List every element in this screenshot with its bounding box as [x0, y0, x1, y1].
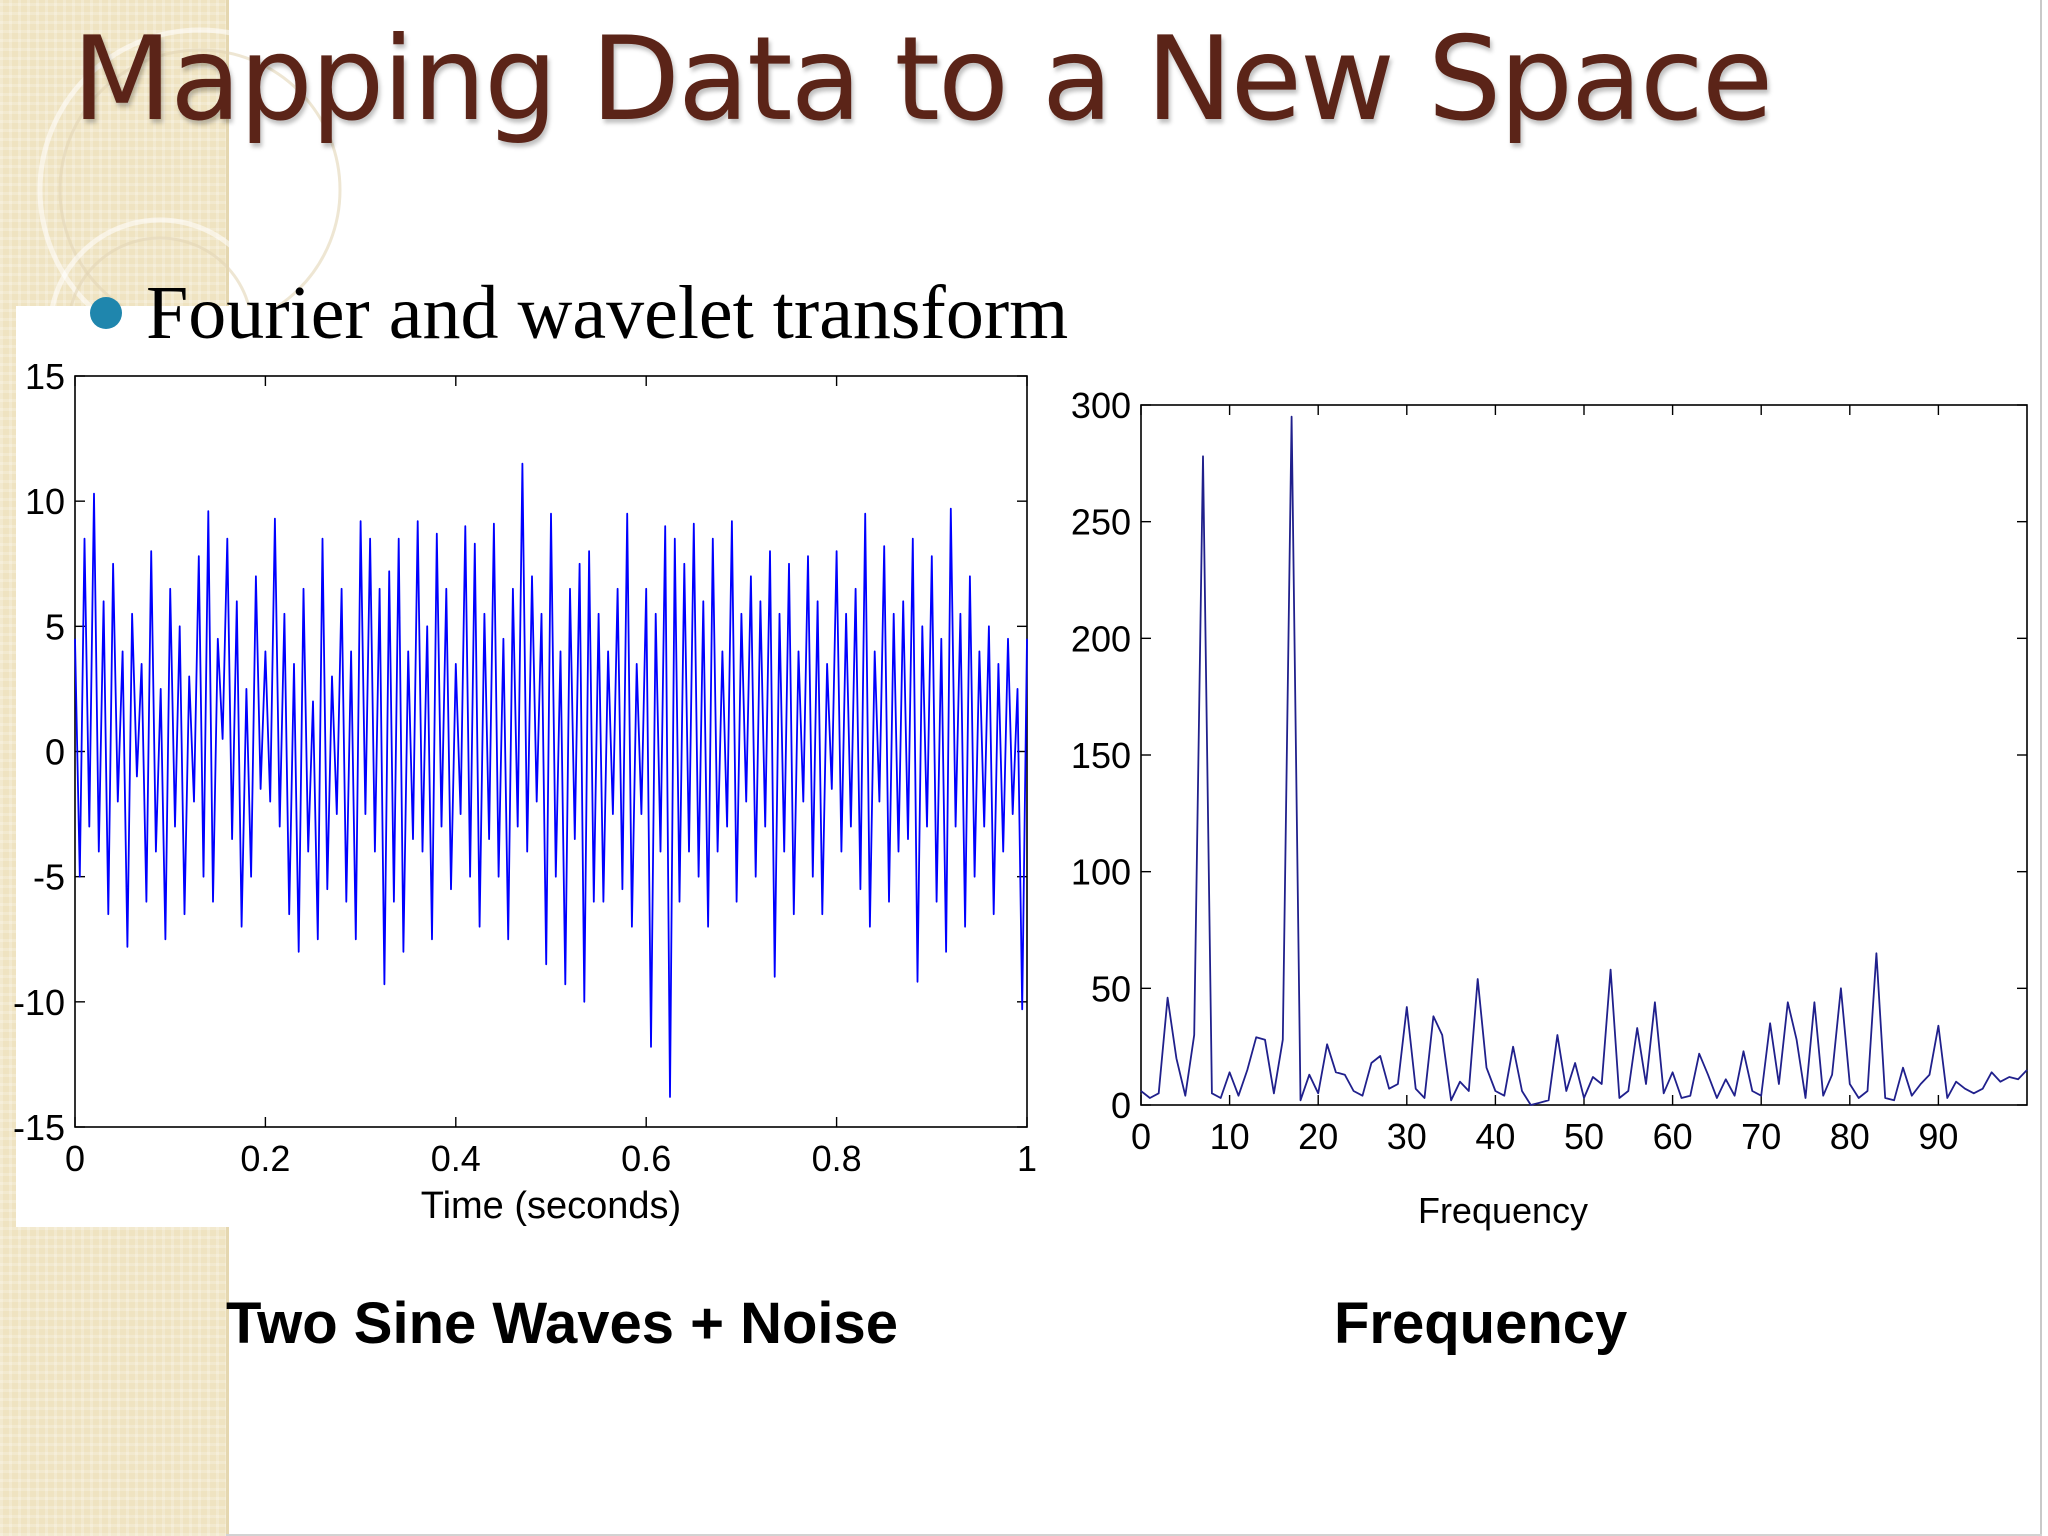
series-line	[1140, 415, 2028, 1106]
x-tick-label: 10	[1210, 1116, 1250, 1157]
x-tick-label: 0	[1131, 1116, 1151, 1157]
x-tick-label: 40	[1475, 1116, 1515, 1157]
x-tick-label: 0.4	[431, 1138, 481, 1179]
left-figure-background	[16, 306, 1033, 1227]
x-tick-label: 70	[1741, 1116, 1781, 1157]
bullet-dot-icon	[90, 297, 122, 329]
caption-right: Frequency	[1334, 1291, 1628, 1356]
y-tick-label: 200	[1071, 618, 1131, 659]
y-tick-label: 5	[45, 606, 65, 647]
series-line	[74, 462, 1028, 1098]
y-tick-label: 15	[25, 356, 65, 397]
slide-border-bottom	[226, 1534, 2042, 1536]
slide-title: Mapping Data to a New Space	[72, 12, 1773, 147]
slide-border-right	[2040, 0, 2042, 1536]
x-tick-label: 1	[1017, 1138, 1037, 1179]
y-tick-label: 250	[1071, 502, 1131, 543]
y-tick-label: 150	[1071, 735, 1131, 776]
x-tick-label: 0.2	[240, 1138, 290, 1179]
y-tick-label: 100	[1071, 852, 1131, 893]
x-tick-label: 20	[1298, 1116, 1338, 1157]
x-tick-label: 0	[65, 1138, 85, 1179]
x-tick-label: 0.8	[812, 1138, 862, 1179]
caption-left: Two Sine Waves + Noise	[226, 1291, 899, 1356]
x-axis-label: Time (seconds)	[421, 1185, 681, 1227]
y-tick-label: 0	[45, 731, 65, 772]
frequency-spectrum-chart: 0 10 20 30 40 50 60 70 80 90 0 50 100 150 200 250 300 Fre…	[1071, 385, 2028, 1231]
x-tick-label: 0.6	[621, 1138, 671, 1179]
y-tick-label: 0	[1111, 1085, 1131, 1126]
y-tick-label: -10	[13, 982, 65, 1023]
plot-frame	[1140, 404, 2028, 1106]
x-tick-label: 60	[1653, 1116, 1693, 1157]
y-tick-label: -5	[33, 857, 65, 898]
plot-frame	[74, 375, 1028, 1128]
y-tick-label: 50	[1091, 968, 1131, 1009]
y-tick-label: -15	[13, 1107, 65, 1148]
bullet-text: Fourier and wavelet transform	[146, 270, 1069, 355]
bullet-item: Fourier and wavelet transform	[90, 268, 1068, 358]
x-axis-label: Frequency	[1418, 1190, 1588, 1231]
x-tick-label: 90	[1918, 1116, 1958, 1157]
x-tick-label: 30	[1387, 1116, 1427, 1157]
x-tick-label: 80	[1830, 1116, 1870, 1157]
y-tick-label: 10	[25, 481, 65, 522]
x-tick-label: 50	[1564, 1116, 1604, 1157]
time-signal-chart: 0 0.2 0.4 0.6 0.8 1 -15 -10 -5 0 5 10 15 Time (second…	[13, 356, 1037, 1227]
y-tick-label: 300	[1071, 385, 1131, 426]
